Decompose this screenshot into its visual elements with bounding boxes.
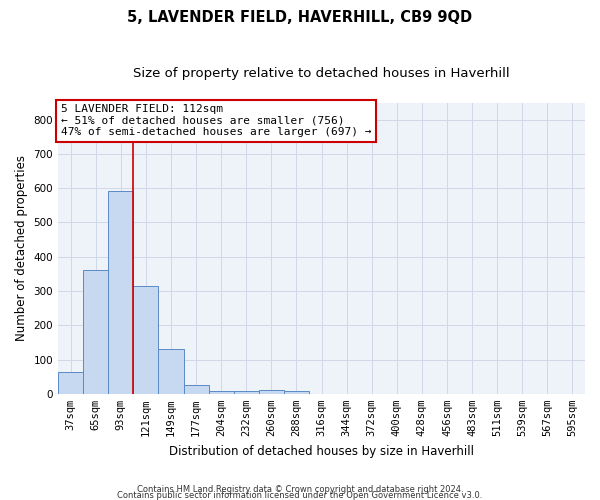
Text: Contains public sector information licensed under the Open Government Licence v3: Contains public sector information licen… xyxy=(118,490,482,500)
Bar xyxy=(209,391,233,394)
Bar xyxy=(83,270,108,394)
Y-axis label: Number of detached properties: Number of detached properties xyxy=(15,155,28,341)
Bar xyxy=(259,390,284,394)
Text: 5, LAVENDER FIELD, HAVERHILL, CB9 9QD: 5, LAVENDER FIELD, HAVERHILL, CB9 9QD xyxy=(127,10,473,25)
Bar xyxy=(108,190,133,394)
Bar xyxy=(58,372,83,394)
Text: 5 LAVENDER FIELD: 112sqm
← 51% of detached houses are smaller (756)
47% of semi-: 5 LAVENDER FIELD: 112sqm ← 51% of detach… xyxy=(61,104,371,137)
X-axis label: Distribution of detached houses by size in Haverhill: Distribution of detached houses by size … xyxy=(169,444,474,458)
Title: Size of property relative to detached houses in Haverhill: Size of property relative to detached ho… xyxy=(133,68,510,80)
Text: Contains HM Land Registry data © Crown copyright and database right 2024.: Contains HM Land Registry data © Crown c… xyxy=(137,484,463,494)
Bar xyxy=(158,350,184,394)
Bar xyxy=(233,391,259,394)
Bar xyxy=(284,391,309,394)
Bar xyxy=(133,286,158,394)
Bar xyxy=(184,385,209,394)
